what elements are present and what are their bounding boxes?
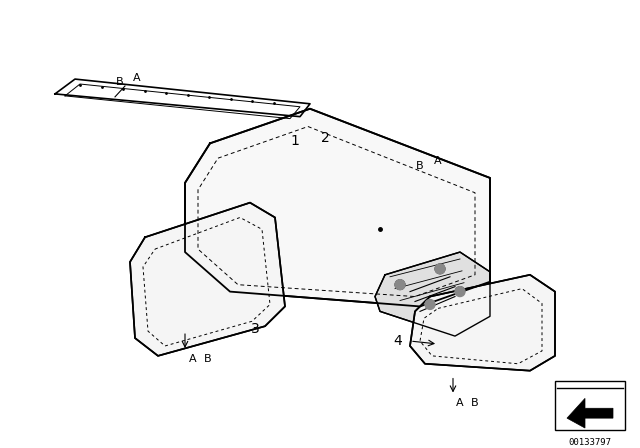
- Circle shape: [395, 280, 405, 289]
- Circle shape: [425, 300, 435, 310]
- Polygon shape: [185, 109, 490, 306]
- Text: A: A: [456, 398, 464, 408]
- Text: B: B: [416, 161, 424, 171]
- Circle shape: [455, 287, 465, 297]
- Text: 1: 1: [291, 134, 300, 148]
- Text: B: B: [471, 398, 479, 408]
- FancyBboxPatch shape: [555, 380, 625, 430]
- Text: B: B: [204, 354, 212, 364]
- Text: B: B: [116, 77, 124, 87]
- Polygon shape: [130, 202, 285, 356]
- Text: A: A: [434, 156, 442, 166]
- Polygon shape: [375, 252, 490, 336]
- Text: A: A: [189, 354, 197, 364]
- Text: 00133797: 00133797: [568, 438, 611, 447]
- Text: 4: 4: [394, 334, 403, 348]
- Polygon shape: [567, 398, 613, 428]
- Circle shape: [435, 264, 445, 274]
- Text: 2: 2: [321, 131, 330, 146]
- Text: A: A: [133, 73, 141, 83]
- Polygon shape: [410, 275, 555, 370]
- Text: 3: 3: [251, 322, 259, 336]
